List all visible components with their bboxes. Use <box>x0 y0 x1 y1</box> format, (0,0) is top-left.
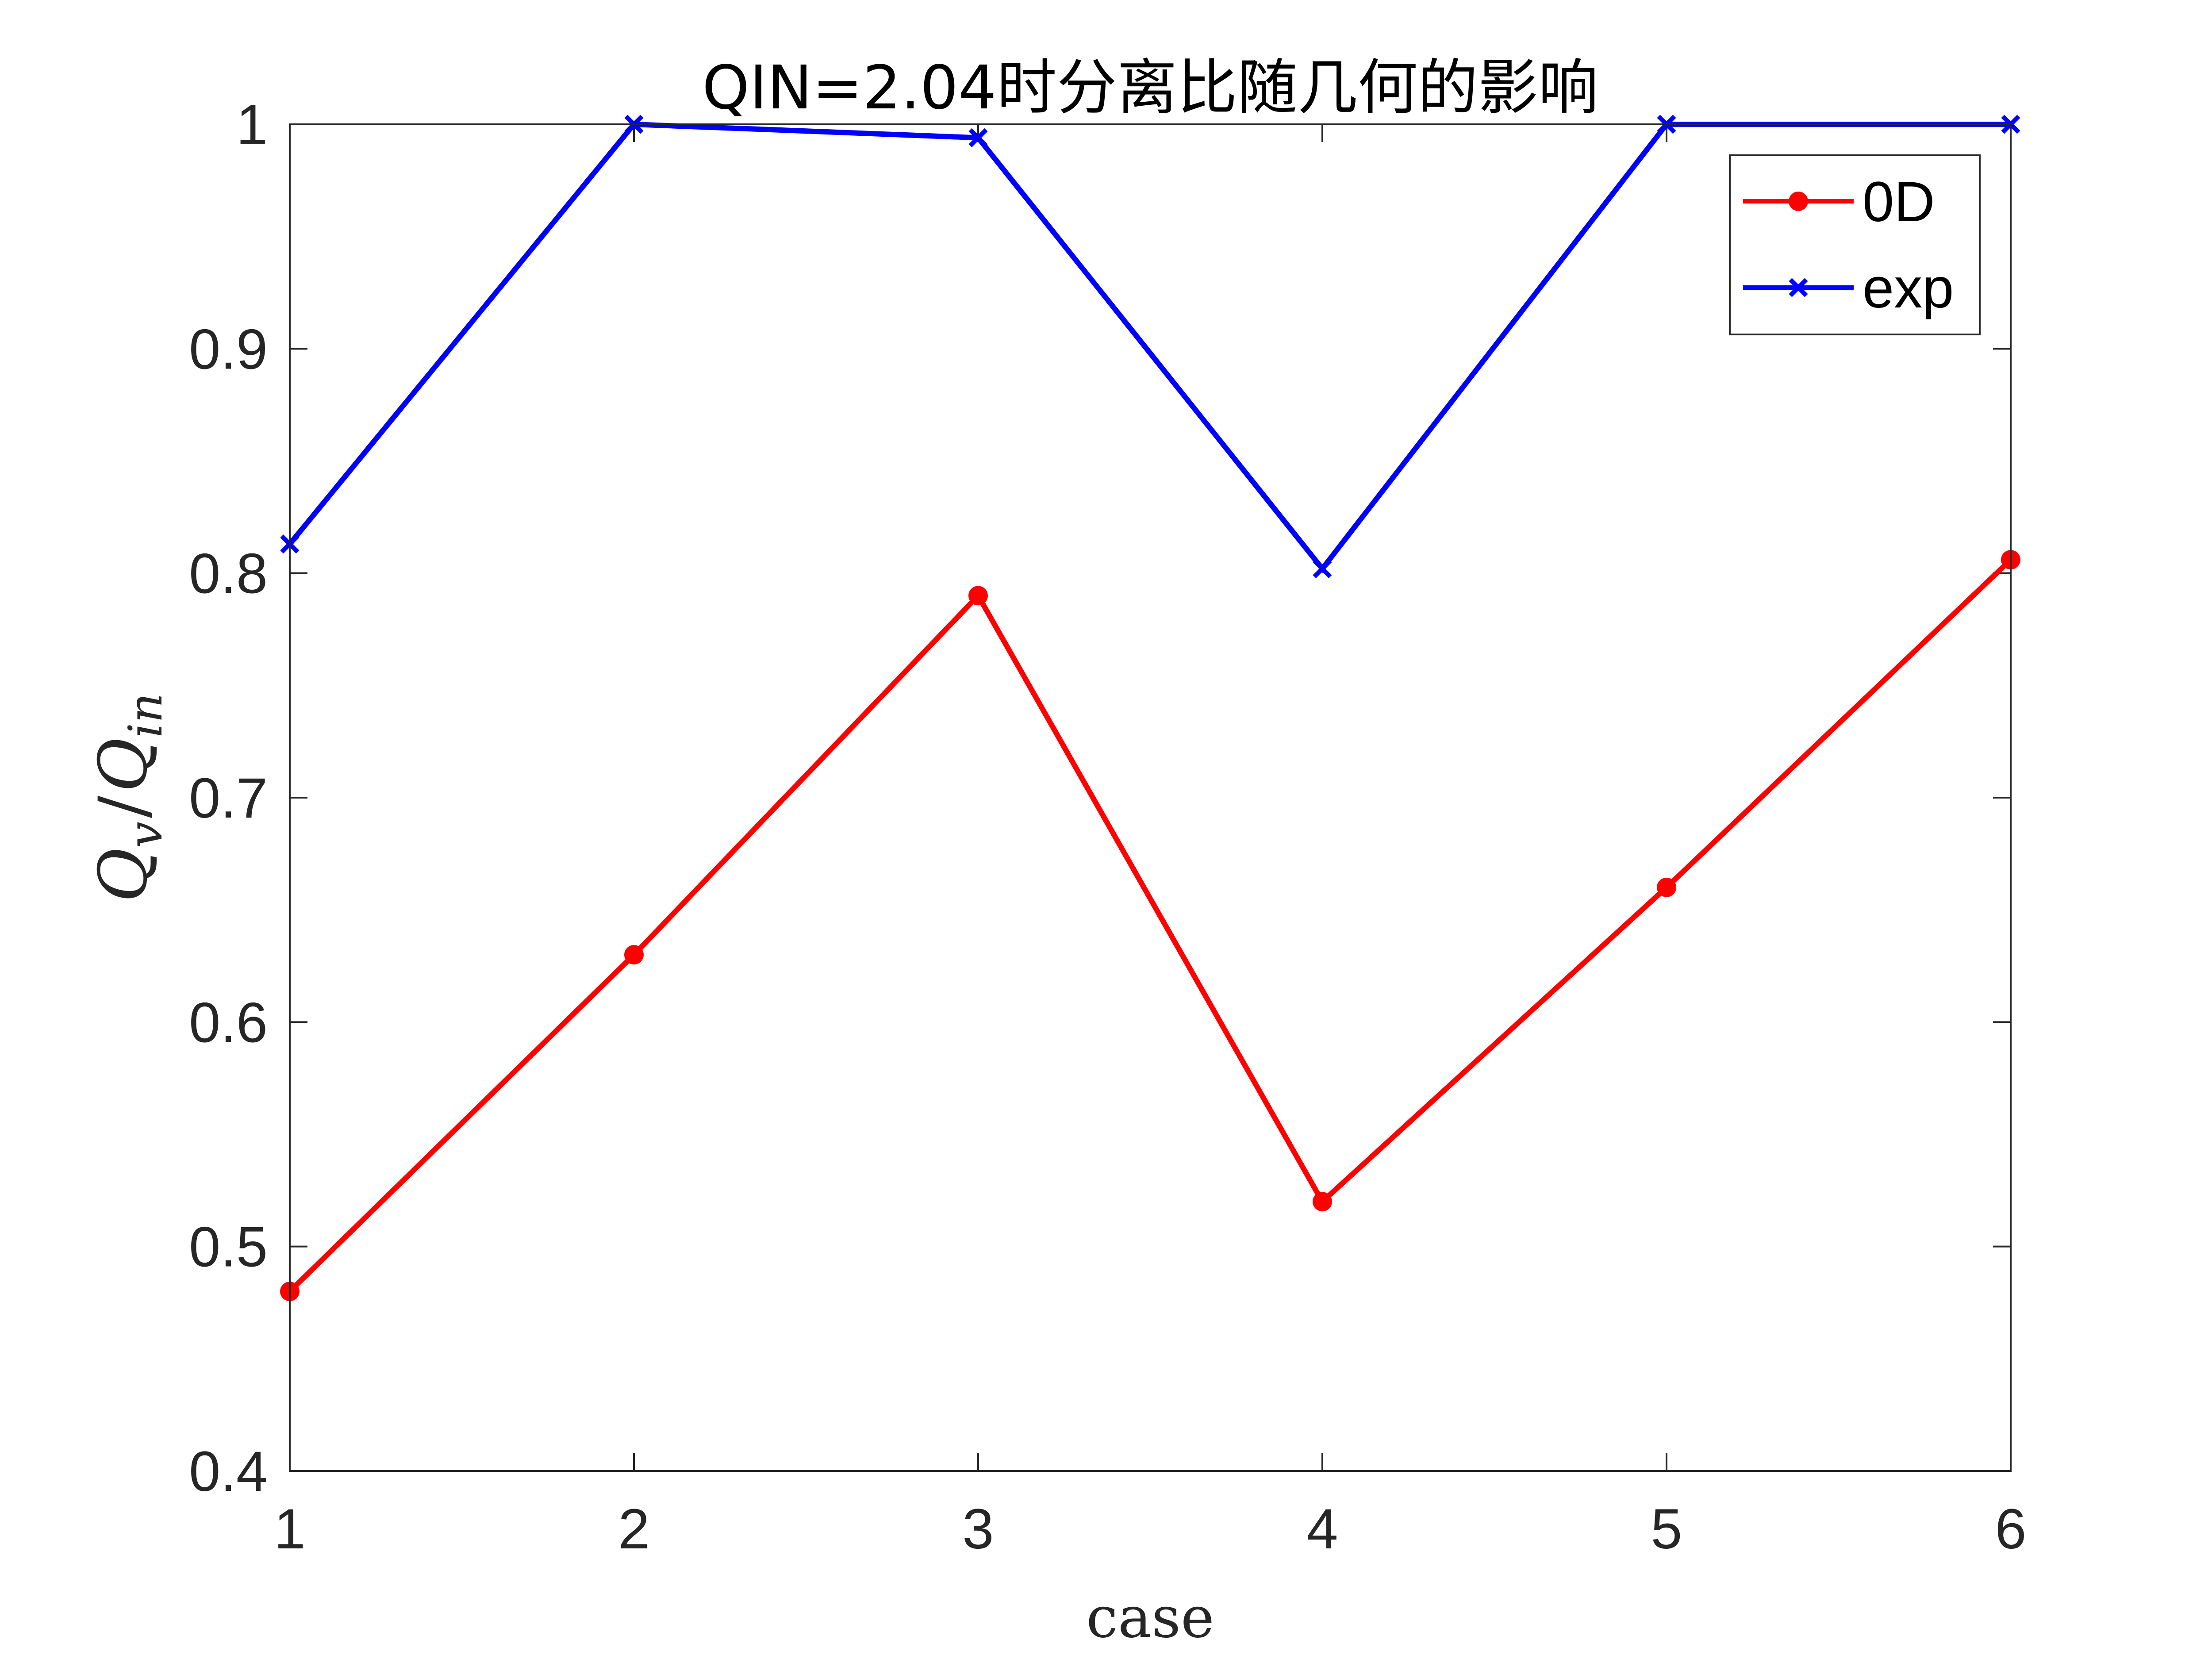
x-tick-label: 4 <box>1306 1498 1338 1561</box>
data-point-0d <box>624 945 644 965</box>
y-axis-label-slash: / <box>85 795 162 818</box>
data-point-0d <box>968 586 988 606</box>
legend-marker-exp <box>1789 278 1808 297</box>
x-tick-label: 2 <box>618 1498 649 1561</box>
y-axis-label-q1: Q <box>85 848 162 902</box>
legend-label-exp: exp <box>1863 257 1954 320</box>
svg-text:Qv/Qin: Qv / Qin <box>85 693 173 902</box>
axes-box <box>289 123 2012 1472</box>
chart-title: QIN=2.04时分离比随几何的影响 <box>702 53 1598 123</box>
x-tick-label: 1 <box>274 1498 305 1561</box>
y-axis-label-sub-v: v <box>119 822 173 848</box>
data-point-exp <box>1313 559 1332 579</box>
y-axis-label-q2: Q <box>85 738 162 792</box>
x-tick-label: 3 <box>962 1498 994 1561</box>
x-axis-label: case <box>1086 1585 1214 1651</box>
tick-labels: 1 2 3 4 5 6 0.4 0.5 0.6 0.7 0.8 0.9 1 <box>189 93 2027 1561</box>
data-point-0d <box>1313 1192 1332 1212</box>
x-tick-label: 6 <box>1995 1498 2026 1561</box>
y-tick-label: 0.4 <box>189 1440 268 1503</box>
legend-marker-0d <box>1789 192 1808 211</box>
data-point-exp <box>968 128 988 147</box>
plot-area <box>290 124 2011 1471</box>
y-axis-label: Qv / Qin <box>85 693 173 902</box>
y-tick-label: 1 <box>236 93 268 157</box>
y-tick-label: 0.6 <box>189 991 268 1054</box>
y-tick-label: 0.5 <box>189 1216 268 1279</box>
x-tick-label: 5 <box>1651 1498 1682 1561</box>
data-point-0d <box>1657 877 1676 897</box>
legend-label-0d: 0D <box>1863 170 1935 234</box>
y-tick-label: 0.8 <box>189 542 268 606</box>
series-line-0d <box>288 557 2013 1294</box>
y-tick-label: 0.7 <box>189 767 268 830</box>
legend-box <box>1729 154 1981 335</box>
legend: 0D exp <box>1729 154 1981 335</box>
y-axis-label-sub-in: in <box>119 693 173 737</box>
y-tick-label: 0.9 <box>189 318 268 381</box>
